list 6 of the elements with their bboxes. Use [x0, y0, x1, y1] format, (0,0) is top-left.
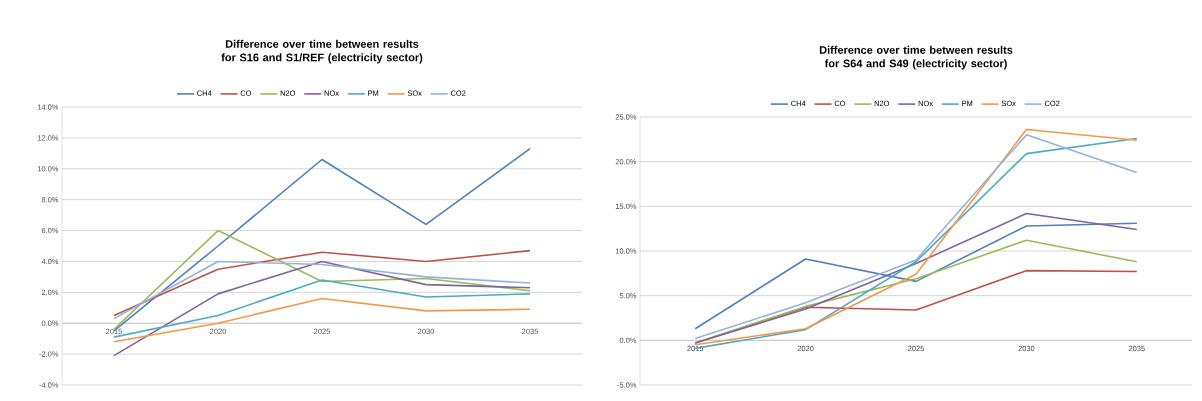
line-series: [694, 212, 1138, 344]
line-series: [113, 260, 531, 320]
chart-title: Difference over time between results for S64 and S49 (electricity sector): [819, 45, 1013, 70]
line-series: [694, 222, 1138, 330]
chart-title: Difference over time between results for S16 and S1/REF (electricity sector): [221, 39, 423, 64]
line-series: [113, 249, 531, 317]
